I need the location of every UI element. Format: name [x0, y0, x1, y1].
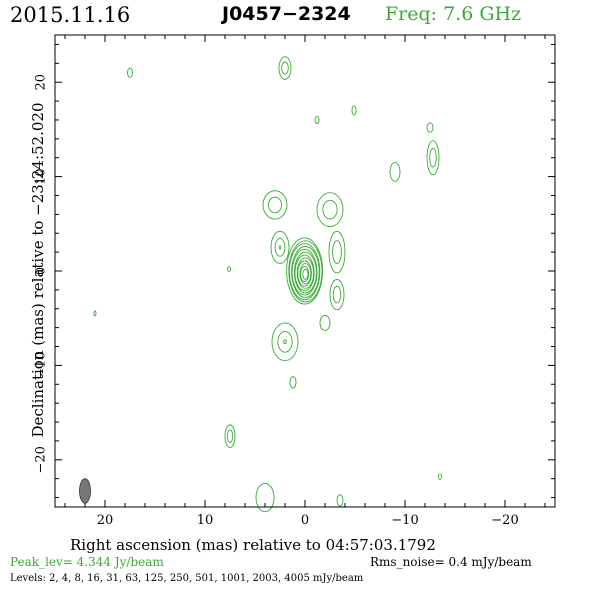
- x-axis-label: Right ascension (mas) relative to 04:57:…: [70, 536, 436, 554]
- contour-levels: Levels: 2, 4, 8, 16, 31, 63, 125, 250, 5…: [10, 573, 364, 584]
- component-contour: [328, 230, 346, 274]
- ticks-group: 20 10 0 −10 −20 20 10 0 −10 −20: [34, 35, 555, 528]
- component-contour: [93, 310, 97, 317]
- contours-group: [79, 56, 442, 513]
- core-contour: [297, 260, 312, 287]
- component-contour: [270, 230, 290, 264]
- core-contour: [288, 240, 323, 303]
- component-contour: [332, 285, 342, 304]
- core-contour: [300, 265, 310, 283]
- component-contour: [274, 238, 286, 257]
- core-contour: [291, 248, 318, 296]
- core-contour: [299, 263, 312, 285]
- core-contour: [296, 257, 315, 289]
- y-tick-label: −10: [34, 352, 49, 379]
- component-contour: [281, 61, 289, 75]
- component-contour: [271, 322, 299, 362]
- component-contour: [278, 56, 292, 80]
- component-contour: [226, 429, 234, 443]
- frequency-label: Freq: 7.6 GHz: [385, 3, 522, 25]
- peak-level: Peak_lev= 4.344 Jy/beam: [10, 555, 164, 569]
- component-contour: [262, 190, 288, 220]
- y-tick-label: 20: [34, 74, 49, 91]
- component-contour: [283, 339, 287, 345]
- component-contour: [351, 105, 357, 116]
- source-name: J0457−2324: [222, 3, 351, 25]
- component-contour: [319, 314, 331, 331]
- component-contour: [289, 376, 297, 389]
- epoch-date: 2015.11.16: [10, 3, 131, 27]
- y-tick-label: 0: [34, 267, 49, 275]
- core-contour: [286, 237, 324, 305]
- core-contour: [294, 254, 315, 291]
- x-tick-label: 20: [97, 513, 114, 528]
- core-contour: [293, 251, 317, 294]
- component-contour: [329, 279, 345, 311]
- component-contour: [322, 199, 338, 220]
- x-tick-label: −10: [391, 513, 418, 528]
- plot-frame: [54, 34, 556, 508]
- x-tick-label: 10: [197, 513, 214, 528]
- core-contour: [302, 268, 309, 280]
- y-tick-label: 10: [34, 168, 49, 185]
- component-contour: [438, 473, 442, 481]
- component-contour: [389, 161, 401, 182]
- core-contour: [288, 243, 321, 300]
- component-contour: [426, 122, 434, 133]
- component-contour: [227, 266, 231, 272]
- x-tick-label: 0: [301, 513, 309, 528]
- component-contour: [426, 140, 440, 176]
- component-contour: [336, 494, 344, 507]
- y-tick-label: −20: [34, 446, 49, 473]
- component-contour: [277, 330, 293, 353]
- component-contour: [314, 115, 320, 125]
- component-contour: [278, 245, 282, 250]
- x-tick-label: −20: [491, 513, 518, 528]
- component-contour: [127, 67, 133, 78]
- beam-ellipse: [79, 478, 91, 504]
- core-contour: [291, 246, 320, 298]
- y-axis-label: Declination (mas) relative to −23:24:52.…: [29, 102, 47, 438]
- component-contour: [316, 192, 344, 228]
- rms-noise: Rms_noise= 0.4 mJy/beam: [370, 555, 532, 569]
- component-contour: [332, 240, 342, 264]
- component-contour: [429, 147, 437, 168]
- component-contour: [267, 196, 283, 214]
- component-contour: [255, 482, 275, 513]
- component-contour: [224, 424, 236, 448]
